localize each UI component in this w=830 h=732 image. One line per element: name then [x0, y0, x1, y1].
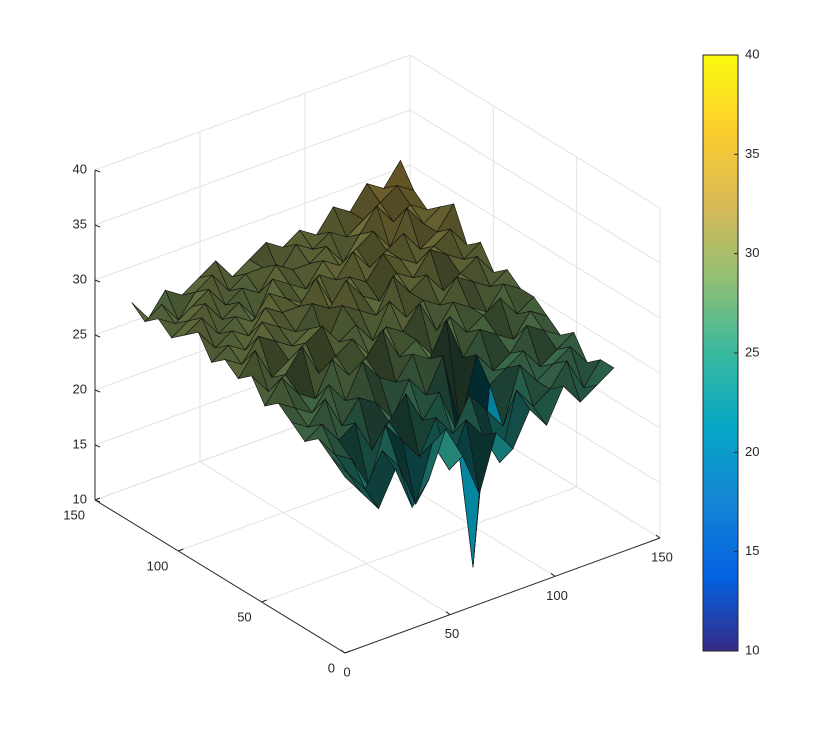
- y-tick: [261, 599, 267, 603]
- y-axis: [94, 499, 346, 654]
- surface: [131, 159, 615, 568]
- z-tick: [94, 499, 101, 503]
- colorbar-tick-label: 40: [745, 46, 759, 61]
- y-tick: [94, 497, 101, 501]
- z-tick: [94, 444, 101, 448]
- grid-line: [409, 109, 661, 264]
- grid-line: [199, 461, 451, 616]
- colorbar-tick-label: 10: [745, 642, 759, 657]
- x-axis: [344, 537, 661, 654]
- y-tick-label: 150: [63, 507, 85, 522]
- grid-line: [94, 164, 411, 281]
- z-tick-label: 10: [73, 491, 87, 506]
- z-tick: [94, 334, 101, 338]
- grid-line: [261, 486, 577, 603]
- y-tick-label: 100: [147, 558, 169, 573]
- surface-cell: [331, 457, 363, 494]
- z-tick-label: 40: [73, 161, 87, 176]
- z-tick: [94, 169, 101, 173]
- z-tick-label: 15: [73, 436, 87, 451]
- x-tick: [655, 534, 661, 539]
- y-tick-label: 0: [328, 660, 335, 675]
- z-tick: [94, 389, 101, 393]
- grid-line: [409, 164, 661, 319]
- colorbar: [702, 54, 739, 652]
- z-tick-label: 35: [73, 216, 87, 231]
- colorbar-tick-label: 30: [745, 245, 759, 260]
- grid-line: [409, 54, 661, 209]
- x-tick-label: 150: [651, 549, 673, 564]
- colorbar-tick-label: 15: [745, 543, 759, 558]
- x-tick-label: 0: [343, 664, 350, 679]
- z-tick-label: 30: [73, 271, 87, 286]
- z-tick-label: 20: [73, 381, 87, 396]
- colorbar-tick-label: 35: [745, 146, 759, 161]
- x-tick: [340, 649, 346, 654]
- y-tick: [178, 548, 184, 552]
- x-tick: [550, 572, 556, 577]
- z-tick: [94, 279, 101, 283]
- x-tick: [445, 611, 451, 616]
- colorbar-tick-label: 20: [745, 444, 759, 459]
- y-tick: [344, 650, 351, 654]
- y-tick-label: 50: [237, 609, 251, 624]
- grid-line: [94, 109, 411, 226]
- x-tick-label: 100: [546, 588, 568, 603]
- colorbar-tick-label: 25: [745, 344, 759, 359]
- z-tick-label: 25: [73, 326, 87, 341]
- z-tick: [94, 224, 101, 228]
- grid-line: [94, 54, 411, 171]
- x-tick-label: 50: [445, 626, 459, 641]
